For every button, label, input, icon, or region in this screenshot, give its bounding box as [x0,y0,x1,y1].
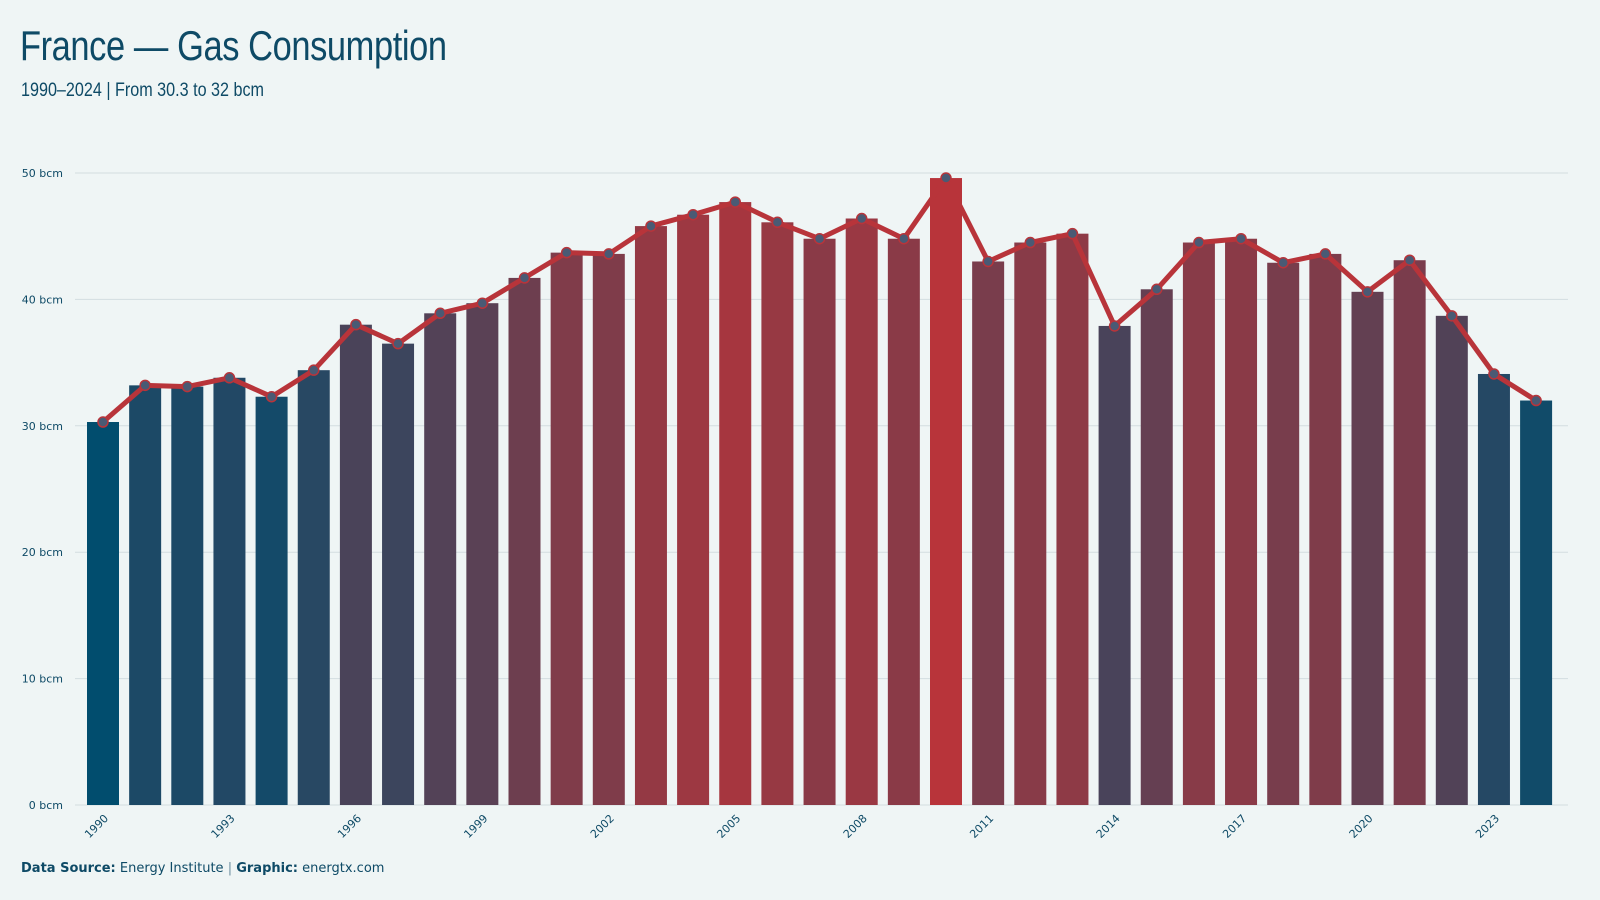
point-2024 [1530,394,1542,407]
bar-1993 [213,377,246,805]
x-tick-label: 2020 [1347,812,1376,841]
bar-2007 [803,238,836,805]
x-tick-label: 2017 [1220,812,1249,841]
point-2014 [1108,320,1121,332]
x-tick-label: 2005 [714,812,743,841]
y-tick-label: 40 bcm [22,293,63,306]
point-2003 [645,220,657,232]
point-2021 [1403,254,1416,266]
source-value: Energy Institute [119,861,224,876]
point-2010 [940,172,952,184]
bar-2017 [1225,238,1258,805]
point-2016 [1193,236,1205,249]
bar-2004 [677,214,710,805]
point-1993 [223,372,236,384]
point-2011 [982,255,994,268]
bar-1996 [339,324,372,805]
point-1995 [308,364,320,376]
bar-1999 [466,303,499,805]
point-1996 [350,318,362,331]
x-tick-label: 1990 [82,812,111,841]
bar-2021 [1393,260,1426,805]
bar-2010 [930,178,962,805]
point-1992 [181,380,194,393]
point-2022 [1446,310,1458,322]
graphic-label: Graphic: [236,861,298,876]
bar-2012 [1014,242,1047,805]
point-2007 [813,232,826,245]
chart-subtitle: 1990–2024 | From 30.3 to 32 bcm [21,80,265,101]
bar-1998 [424,313,457,805]
point-2015 [1151,283,1163,296]
point-2001 [560,246,573,259]
bar-2019 [1309,253,1342,805]
point-1997 [392,337,404,350]
point-2008 [855,212,868,225]
bar-2020 [1351,291,1384,805]
graphic-value: energtx.com [302,861,385,876]
bar-1997 [382,343,415,805]
point-1991 [139,379,151,392]
x-tick-label: 1999 [461,812,490,841]
bar-2023 [1477,373,1510,805]
bar-2014 [1098,325,1131,805]
x-tick-label: 1996 [335,812,364,841]
bar-2006 [761,222,794,805]
bar-2005 [719,202,752,805]
bar-1992 [171,386,204,805]
y-tick-label: 30 bcm [22,420,63,433]
point-2012 [1024,236,1037,249]
bar-2015 [1140,289,1173,806]
bar-2008 [845,218,878,805]
x-tick-label: 2014 [1094,812,1123,841]
point-2004 [687,208,699,221]
bar-2001 [550,252,583,805]
bar-1995 [297,370,330,805]
chart-title: France — Gas Consumption [20,22,447,69]
bar-2003 [634,226,667,805]
bar-1990 [87,422,119,805]
bar-2018 [1267,262,1300,805]
point-2017 [1235,232,1247,245]
bar-2016 [1182,242,1215,805]
x-tick-label: 2023 [1473,812,1502,841]
x-tick-label: 1993 [209,812,238,841]
x-tick-label: 2008 [841,812,870,841]
source-label: Data Source: [21,861,116,876]
point-2019 [1319,248,1332,260]
point-1994 [265,390,278,403]
point-1998 [434,307,446,320]
point-2009 [898,232,910,245]
bar-2024 [1520,400,1553,805]
x-tick-label: 2011 [967,812,996,841]
point-2013 [1066,227,1079,240]
y-tick-label: 50 bcm [22,167,63,180]
bar-2011 [972,261,1005,806]
x-tick-label: 2002 [588,812,617,841]
point-2002 [603,248,615,260]
y-tick-label: 10 bcm [22,673,63,686]
y-tick-label: 0 bcm [29,799,63,812]
point-2006 [771,216,784,229]
point-1999 [476,297,489,309]
bar-2022 [1435,315,1468,805]
point-2005 [729,196,741,208]
bar-1994 [255,396,288,805]
bar-2000 [508,277,541,805]
bar-2013 [1056,233,1089,805]
point-1990 [97,416,109,428]
footer-separator: | [227,861,233,876]
point-2020 [1361,286,1374,298]
point-2018 [1277,256,1289,269]
y-tick-label: 20 bcm [22,546,63,559]
point-2000 [518,272,531,284]
point-2023 [1488,368,1500,380]
bar-1991 [129,385,162,805]
bar-2009 [887,238,920,805]
footer: Data Source: Energy Institute | Graphic:… [21,861,384,876]
bar-2002 [592,253,625,805]
